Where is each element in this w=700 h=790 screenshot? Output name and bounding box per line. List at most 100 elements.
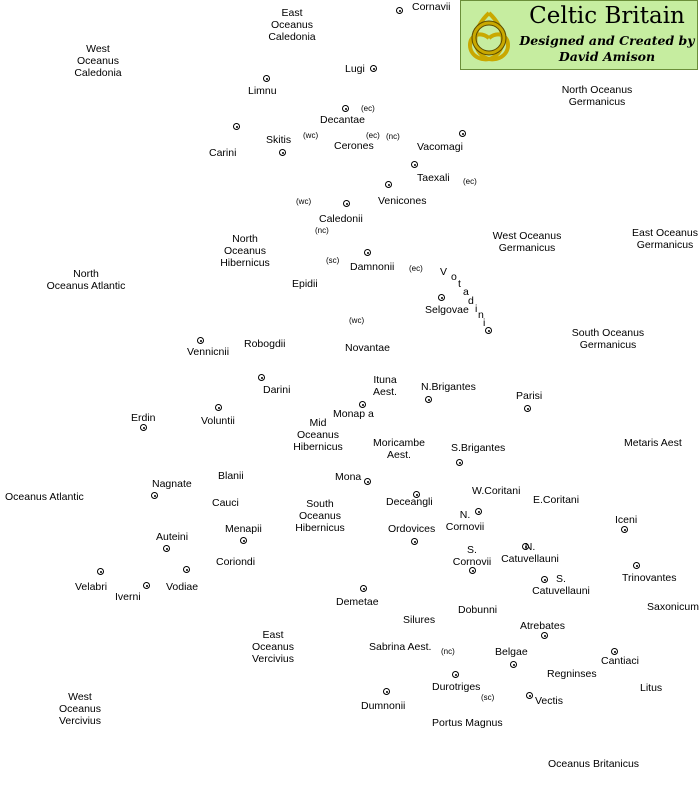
tag-nc: (nc) xyxy=(386,132,400,141)
label-n-brigantes: N.Brigantes xyxy=(421,381,476,393)
title-box: Celtic Britain Designed and Created by D… xyxy=(460,0,698,70)
label-skitis: Skitis xyxy=(266,134,292,146)
settlement-marker[interactable] xyxy=(510,661,517,668)
label-n-catuvellauni: N. Catuvellauni xyxy=(494,541,566,565)
settlement-marker[interactable] xyxy=(183,566,190,573)
settlement-marker[interactable] xyxy=(459,130,466,137)
tag-nc: (nc) xyxy=(441,647,455,656)
label-lugi: Lugi xyxy=(345,63,365,75)
credit-line-2: David Amison xyxy=(558,49,656,64)
settlement-marker[interactable] xyxy=(438,294,445,301)
label-east-oceanus-germanicus: East Oceanus Germanicus xyxy=(626,227,700,251)
line: North Oceanus Hibernicus xyxy=(220,233,270,269)
settlement-marker[interactable] xyxy=(279,149,286,156)
line: East Oceanus Germanicus xyxy=(632,227,698,251)
settlement-marker[interactable] xyxy=(469,567,476,574)
settlement-marker[interactable] xyxy=(364,249,371,256)
settlement-marker[interactable] xyxy=(524,405,531,412)
label-south-oceanus-hibernicus: South Oceanus Hibernicus xyxy=(289,498,351,534)
label-parisi: Parisi xyxy=(516,390,543,402)
votadini-letter: o xyxy=(451,271,457,283)
settlement-marker[interactable] xyxy=(151,492,158,499)
label-cornavii: Cornavii xyxy=(412,1,451,13)
settlement-marker[interactable] xyxy=(456,459,463,466)
label-e-coritani: E.Coritani xyxy=(533,494,580,506)
settlement-marker[interactable] xyxy=(475,508,482,515)
settlement-marker[interactable] xyxy=(359,401,366,408)
label-demetae: Demetae xyxy=(336,596,379,608)
settlement-marker[interactable] xyxy=(163,545,170,552)
settlement-marker[interactable] xyxy=(541,576,548,583)
votadini-letter: n xyxy=(478,309,484,321)
votadini-letter: d xyxy=(468,295,474,307)
settlement-marker[interactable] xyxy=(233,123,240,130)
settlement-marker[interactable] xyxy=(413,491,420,498)
label-south-oceanus-germanicus: South Oceanus Germanicus xyxy=(564,327,652,351)
settlement-marker[interactable] xyxy=(197,337,204,344)
settlement-marker[interactable] xyxy=(633,562,640,569)
label-iceni: Iceni xyxy=(615,514,638,526)
settlement-marker[interactable] xyxy=(215,404,222,411)
settlement-marker[interactable] xyxy=(621,526,628,533)
votadini-letter: i xyxy=(475,303,478,315)
label-caledonii: Caledonii xyxy=(319,213,363,225)
label-n-cornovii: N. Cornovii xyxy=(442,509,488,533)
line: S. Cornovii xyxy=(452,544,492,568)
settlement-marker[interactable] xyxy=(452,671,459,678)
line: West Oceanus Vercivius xyxy=(58,691,102,727)
line: N. Cornovii xyxy=(445,509,485,533)
label-mid-oceanus-hibernicus: Mid Oceanus Hibernicus xyxy=(288,417,348,453)
settlement-marker[interactable] xyxy=(370,65,377,72)
settlement-marker[interactable] xyxy=(263,75,270,82)
settlement-marker[interactable] xyxy=(343,200,350,207)
label-metaris-aest: Metaris Aest xyxy=(624,437,682,449)
label-auteini: Auteini xyxy=(156,531,189,543)
label-ordovices: Ordovices xyxy=(388,523,436,535)
label-decantae: Decantae xyxy=(320,114,365,126)
label-cauci: Cauci xyxy=(212,497,239,509)
settlement-marker[interactable] xyxy=(522,543,529,550)
label-west-oceanus-vercivius: West Oceanus Vercivius xyxy=(50,691,110,727)
label-selgovae: Selgovae xyxy=(425,304,469,316)
label-litus: Litus xyxy=(640,682,663,694)
label-east-oceanus-vercivius: East Oceanus Vercivius xyxy=(243,629,303,665)
label-damnonii: Damnonii xyxy=(350,261,395,273)
settlement-marker[interactable] xyxy=(383,688,390,695)
settlement-marker[interactable] xyxy=(342,105,349,112)
settlement-marker[interactable] xyxy=(360,585,367,592)
settlement-marker[interactable] xyxy=(364,478,371,485)
tag-ec: (ec) xyxy=(409,264,423,273)
label-epidii: Epidii xyxy=(292,278,318,290)
label-coriondi: Coriondi xyxy=(216,556,256,568)
settlement-marker[interactable] xyxy=(411,161,418,168)
tag-sc: (sc) xyxy=(326,256,340,265)
label-belgae: Belgae xyxy=(495,646,528,658)
label-north-oceanus-atlantic: North Oceanus Atlantic xyxy=(40,268,132,292)
settlement-marker[interactable] xyxy=(97,568,104,575)
settlement-marker[interactable] xyxy=(140,424,147,431)
votadini-letter: t xyxy=(458,278,461,290)
settlement-marker[interactable] xyxy=(485,327,492,334)
line: West Oceanus Germanicus xyxy=(492,230,562,254)
label-oceanus-atlantic: Oceanus Atlantic xyxy=(5,491,84,503)
label-moricambe-aest: Moricambe Aest. xyxy=(368,437,430,461)
settlement-marker[interactable] xyxy=(526,692,533,699)
label-taexali: Taexali xyxy=(417,172,450,184)
settlement-marker[interactable] xyxy=(611,648,618,655)
settlement-marker[interactable] xyxy=(541,632,548,639)
label-iverni: Iverni xyxy=(115,591,141,603)
settlement-marker[interactable] xyxy=(396,7,403,14)
settlement-marker[interactable] xyxy=(240,537,247,544)
map-title: Celtic Britain xyxy=(529,3,685,29)
label-w-coritani: W.Coritani xyxy=(472,485,521,497)
line: West Oceanus Caledonia xyxy=(74,43,122,79)
settlement-marker[interactable] xyxy=(411,538,418,545)
settlement-marker[interactable] xyxy=(143,582,150,589)
settlement-marker[interactable] xyxy=(385,181,392,188)
label-erdin: Erdin xyxy=(131,412,156,424)
label-east-oceanus-caledonia: East Oceanus Caledonia xyxy=(262,7,322,43)
line: South Oceanus Hibernicus xyxy=(295,498,345,534)
settlement-marker[interactable] xyxy=(258,374,265,381)
label-monapa: Monap a xyxy=(333,408,374,420)
settlement-marker[interactable] xyxy=(425,396,432,403)
